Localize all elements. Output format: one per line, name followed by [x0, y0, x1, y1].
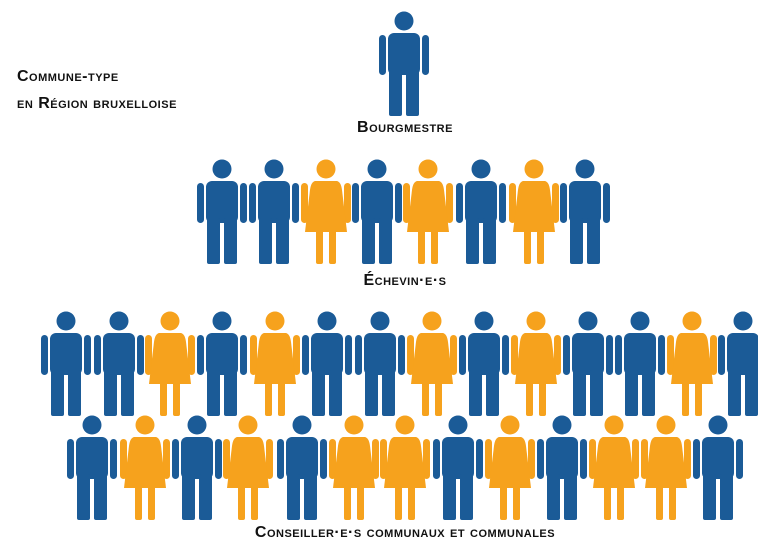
man-icon — [172, 415, 222, 520]
woman-icon — [509, 159, 559, 264]
man-icon — [67, 415, 117, 520]
man-icon — [302, 311, 352, 416]
man-icon — [560, 159, 610, 264]
man-icon — [379, 11, 429, 116]
woman-icon — [589, 415, 639, 520]
woman-icon — [145, 311, 195, 416]
man-icon — [456, 159, 506, 264]
man-icon — [94, 311, 144, 416]
man-icon — [355, 311, 405, 416]
man-icon — [537, 415, 587, 520]
man-icon — [197, 311, 247, 416]
man-icon — [41, 311, 91, 416]
group-label: Bourgmestre — [357, 119, 453, 136]
woman-icon — [667, 311, 717, 416]
man-icon — [615, 311, 665, 416]
woman-icon — [329, 415, 379, 520]
man-icon — [433, 415, 483, 520]
woman-icon — [223, 415, 273, 520]
title-line: en Région bruxelloise — [17, 95, 177, 112]
woman-icon — [485, 415, 535, 520]
man-icon — [197, 159, 247, 264]
man-icon — [352, 159, 402, 264]
group-label: Échevin·e·s — [363, 270, 446, 289]
group-label: Conseiller·e·s communaux et communales — [255, 524, 555, 541]
woman-icon — [407, 311, 457, 416]
man-icon — [459, 311, 509, 416]
woman-icon — [511, 311, 561, 416]
woman-icon — [380, 415, 430, 520]
woman-icon — [641, 415, 691, 520]
woman-icon — [120, 415, 170, 520]
man-icon — [563, 311, 613, 416]
title-line: Commune-type — [17, 68, 119, 85]
man-icon — [718, 311, 758, 416]
woman-icon — [301, 159, 351, 264]
woman-icon — [250, 311, 300, 416]
man-icon — [249, 159, 299, 264]
woman-icon — [403, 159, 453, 264]
man-icon — [693, 415, 743, 520]
man-icon — [277, 415, 327, 520]
